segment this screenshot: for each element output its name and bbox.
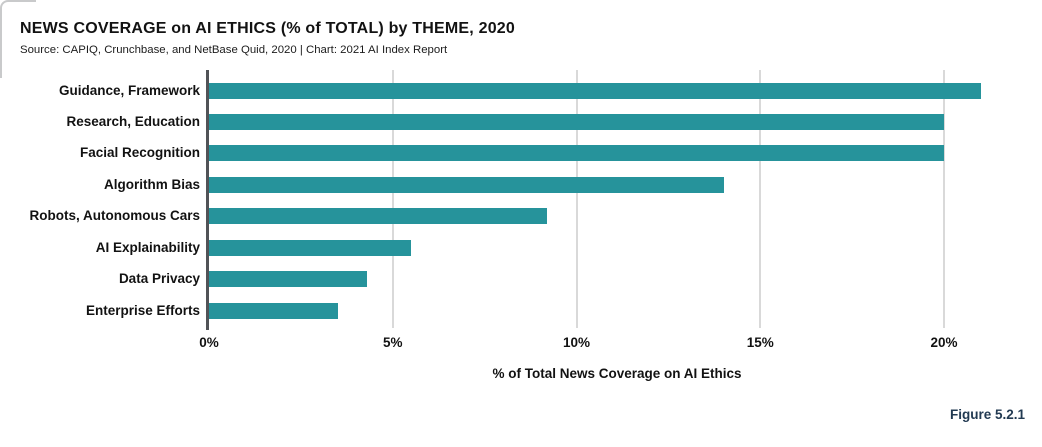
category-label: AI Explainability bbox=[95, 239, 200, 255]
bar bbox=[209, 208, 548, 225]
category-label: Data Privacy bbox=[118, 271, 200, 287]
bar bbox=[209, 302, 338, 319]
category-label: Robots, Autonomous Cars bbox=[29, 208, 201, 224]
x-tick-label: 10% bbox=[562, 335, 591, 350]
category-label: Enterprise Efforts bbox=[85, 302, 200, 318]
figure-number: Figure 5.2.1 bbox=[949, 407, 1025, 422]
category-label: Algorithm Bias bbox=[103, 176, 200, 192]
page-corner-border bbox=[0, 0, 36, 78]
gridline bbox=[575, 70, 578, 328]
gridline bbox=[943, 70, 945, 328]
category-label: Research, Education bbox=[66, 113, 200, 129]
category-label: Facial Recognition bbox=[79, 145, 200, 161]
category-label: Guidance, Framework bbox=[58, 82, 200, 98]
chart-source: Source: CAPIQ, Crunchbase, and NetBase Q… bbox=[20, 44, 448, 56]
bar bbox=[209, 239, 412, 256]
x-tick-label: 5% bbox=[382, 335, 403, 350]
y-axis-line bbox=[206, 70, 209, 330]
gridline bbox=[759, 70, 762, 328]
x-tick-label: 0% bbox=[199, 335, 219, 350]
bar bbox=[209, 176, 724, 193]
x-tick-label: 15% bbox=[746, 335, 774, 350]
x-tick-label: 20% bbox=[930, 335, 958, 350]
bar bbox=[209, 82, 981, 99]
bar bbox=[209, 145, 944, 162]
chart-title: NEWS COVERAGE on AI ETHICS (% of TOTAL) … bbox=[20, 20, 515, 37]
gridline bbox=[391, 70, 394, 328]
bar bbox=[209, 113, 944, 130]
bar bbox=[209, 271, 368, 288]
x-axis-label: % of Total News Coverage on AI Ethics bbox=[492, 366, 742, 381]
